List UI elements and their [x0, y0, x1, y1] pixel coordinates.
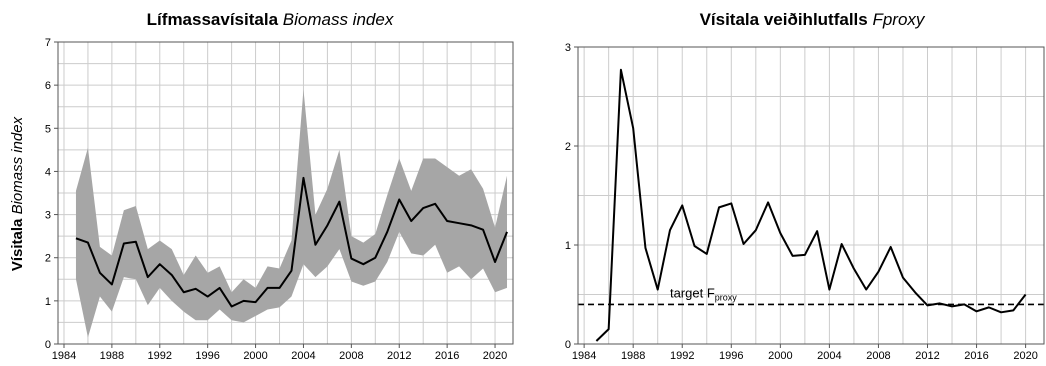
x-tick-label: 2012: [387, 350, 411, 362]
x-tick-label: 1988: [100, 350, 124, 362]
y-tick-label: 4: [45, 166, 51, 178]
x-tick-label: 2000: [768, 350, 792, 362]
x-tick-label: 1992: [148, 350, 172, 362]
x-tick-label: 2000: [243, 350, 267, 362]
x-tick-label: 2016: [435, 350, 459, 362]
biomass-grid: [58, 41, 513, 345]
y-tick-label: 6: [45, 80, 51, 92]
biomass-y-axis-label: Vísitala Biomass index: [9, 116, 26, 271]
biomass-series: [75, 176, 508, 308]
biomass-ylabel-main: Vísitala: [9, 218, 26, 271]
biomass-chart-title: Lífmassavísitala Biomass index: [147, 10, 394, 29]
series-line: [75, 176, 508, 308]
biomass-ylabel-italic: Biomass index: [9, 116, 26, 214]
target-reference-label: target Fproxy: [670, 285, 737, 302]
y-tick-label: 1: [45, 296, 51, 308]
fproxy-title-main: Vísitala veiðihlutfalls: [700, 10, 868, 29]
x-tick-label: 1984: [52, 350, 76, 362]
fproxy-series: [595, 68, 1027, 342]
x-tick-label: 2020: [1013, 350, 1037, 362]
fproxy-panel: Vísitala veiðihlutfalls Fproxy target Fp…: [565, 10, 1045, 362]
series-line: [595, 68, 1027, 342]
fproxy-grid: [578, 46, 1044, 345]
x-tick-label: 1996: [719, 350, 743, 362]
y-tick-label: 0: [45, 339, 51, 351]
y-tick-label: 5: [45, 123, 51, 135]
x-tick-label: 2016: [964, 350, 988, 362]
confidence-band-area: [75, 89, 508, 338]
x-tick-label: 2020: [483, 350, 507, 362]
x-tick-label: 1992: [670, 350, 694, 362]
biomass-index-panel: Lífmassavísitala Biomass index Vísitala …: [9, 10, 514, 362]
x-tick-label: 1996: [195, 350, 219, 362]
biomass-plot-frame: [57, 41, 514, 345]
x-tick-label: 2008: [866, 350, 890, 362]
biomass-title-main: Lífmassavísitala: [147, 10, 279, 29]
fproxy-y-ticks: 0 1 2 3: [565, 42, 578, 351]
fproxy-plot-frame: [577, 46, 1045, 345]
fproxy-chart-title: Vísitala veiðihlutfalls Fproxy: [700, 10, 926, 29]
y-tick-label: 3: [45, 210, 51, 222]
y-tick-label: 3: [565, 42, 571, 54]
fproxy-title-italic: Fproxy: [872, 10, 925, 29]
y-tick-label: 1: [565, 240, 571, 252]
x-tick-label: 1984: [572, 350, 596, 362]
x-tick-label: 2012: [915, 350, 939, 362]
biomass-x-ticks: 1984 1988 1992 1996 2000 2004 2008 2012 2016 2020: [52, 344, 507, 362]
y-tick-label: 0: [565, 339, 571, 351]
target-label-subscript: proxy: [715, 292, 738, 302]
x-tick-label: 2008: [339, 350, 363, 362]
x-tick-label: 2004: [291, 350, 315, 362]
y-tick-label: 7: [45, 37, 51, 49]
biomass-confidence-band: [75, 89, 508, 338]
y-tick-label: 2: [565, 141, 571, 153]
biomass-y-ticks: 0 1 2 3 4 5 6 7: [45, 37, 58, 351]
target-label-main: target F: [670, 285, 715, 300]
x-tick-label: 2004: [817, 350, 841, 362]
fproxy-x-ticks: 1984 1988 1992 1996 2000 2004 2008 2012 2016 2020: [572, 344, 1038, 362]
target-fproxy-reference: target Fproxy: [578, 285, 1044, 306]
y-tick-label: 2: [45, 253, 51, 265]
biomass-title-italic: Biomass index: [283, 10, 394, 29]
x-tick-label: 1988: [621, 350, 645, 362]
